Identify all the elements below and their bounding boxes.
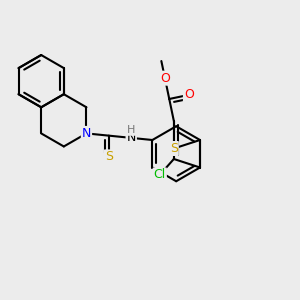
Text: N: N <box>127 131 136 144</box>
Text: Cl: Cl <box>154 168 166 182</box>
Text: H: H <box>127 125 135 135</box>
Text: O: O <box>184 88 194 101</box>
Text: O: O <box>160 72 170 85</box>
Text: S: S <box>170 142 178 155</box>
Text: S: S <box>105 150 113 164</box>
Text: N: N <box>82 127 91 140</box>
